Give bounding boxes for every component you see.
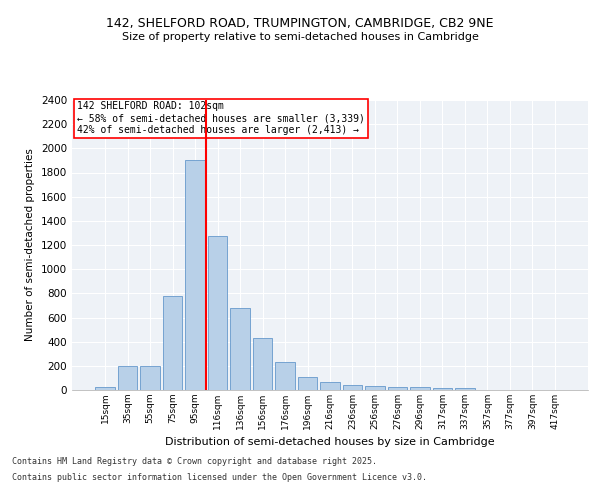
Y-axis label: Number of semi-detached properties: Number of semi-detached properties [25,148,35,342]
Bar [230,308,250,390]
Bar [275,362,295,390]
Bar [208,236,227,390]
Bar [253,338,272,390]
Text: Contains HM Land Registry data © Crown copyright and database right 2025.: Contains HM Land Registry data © Crown c… [12,458,377,466]
Bar [365,386,385,390]
Bar [410,387,430,390]
Bar [185,160,205,390]
Bar [433,388,452,390]
Text: 142 SHELFORD ROAD: 102sqm
← 58% of semi-detached houses are smaller (3,339)
42% : 142 SHELFORD ROAD: 102sqm ← 58% of semi-… [77,102,365,134]
Bar [388,387,407,390]
Bar [298,376,317,390]
Bar [118,366,137,390]
Bar [95,387,115,390]
Bar [140,366,160,390]
X-axis label: Distribution of semi-detached houses by size in Cambridge: Distribution of semi-detached houses by … [165,438,495,448]
Bar [163,296,182,390]
Bar [343,384,362,390]
Bar [320,382,340,390]
Text: Contains public sector information licensed under the Open Government Licence v3: Contains public sector information licen… [12,472,427,482]
Bar [455,388,475,390]
Text: 142, SHELFORD ROAD, TRUMPINGTON, CAMBRIDGE, CB2 9NE: 142, SHELFORD ROAD, TRUMPINGTON, CAMBRID… [106,18,494,30]
Text: Size of property relative to semi-detached houses in Cambridge: Size of property relative to semi-detach… [122,32,478,42]
